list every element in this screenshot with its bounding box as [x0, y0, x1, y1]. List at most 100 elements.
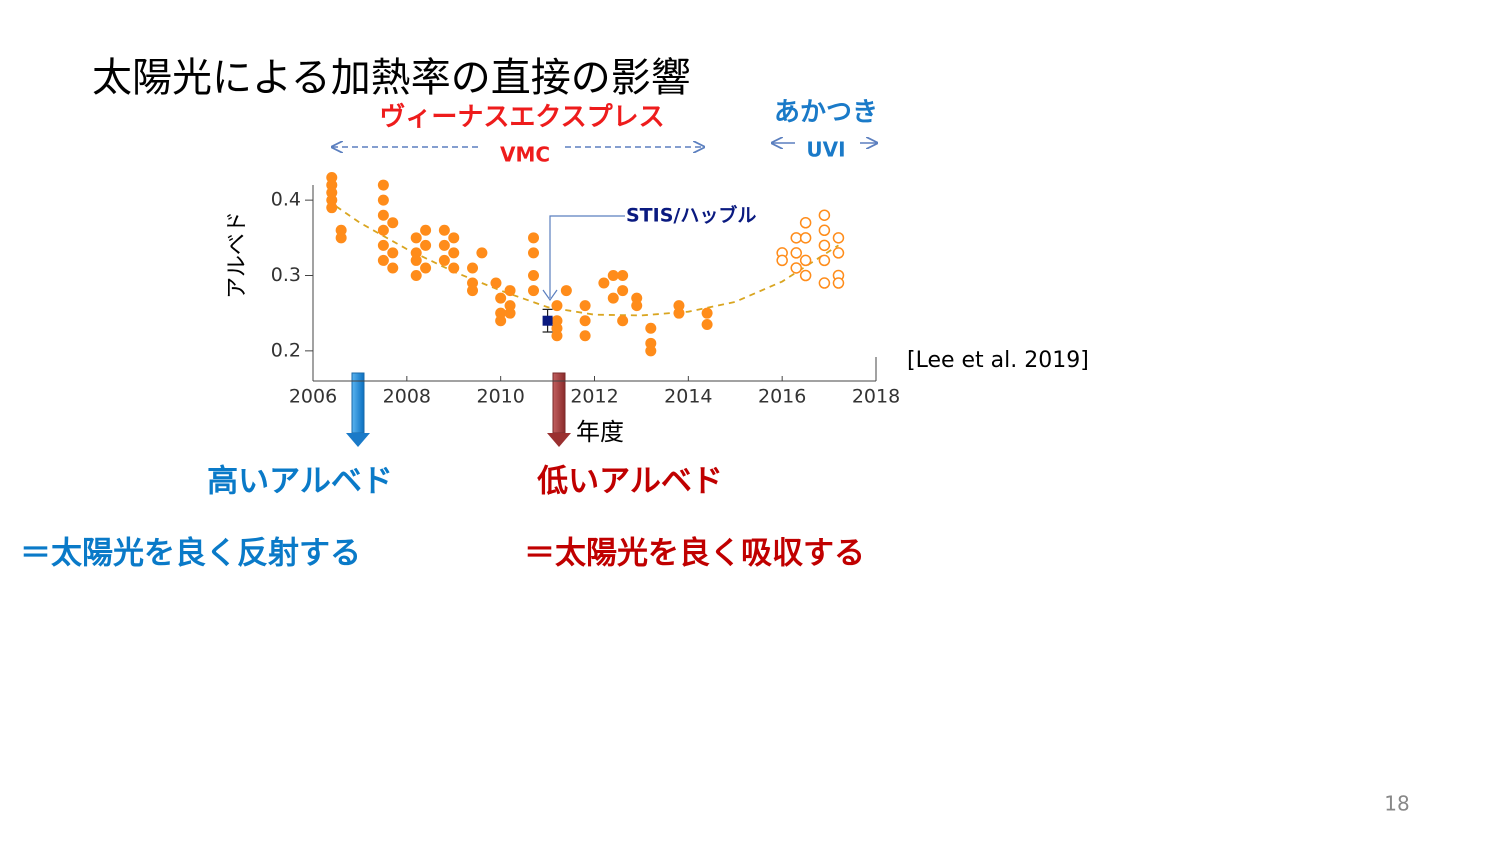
- note-detail: ＝太陽光を良く反射する: [20, 536, 361, 572]
- y-tick-label: 0.2: [271, 339, 301, 361]
- data-point: [551, 300, 563, 312]
- note-label: 高いアルベド: [207, 464, 393, 500]
- data-point: [448, 262, 460, 274]
- x-tick-label: 2014: [664, 386, 712, 408]
- data-point: [790, 247, 802, 259]
- data-point: [818, 209, 831, 221]
- x-tick-label: 2016: [758, 386, 806, 408]
- mission-label: ヴィーナスエクスプレス: [379, 102, 664, 133]
- x-axis-label: 年度: [576, 418, 624, 446]
- data-point: [504, 300, 516, 312]
- data-point: [420, 239, 432, 251]
- data-point: [818, 254, 831, 267]
- instrument-label: UVI: [806, 138, 845, 162]
- data-point: [799, 269, 812, 282]
- data-point: [799, 254, 812, 267]
- data-point: [701, 318, 713, 330]
- data-point: [607, 270, 619, 281]
- data-point: [799, 232, 812, 244]
- data-point: [551, 315, 563, 327]
- y-tick-label: 0.4: [271, 189, 301, 211]
- data-point: [542, 315, 553, 326]
- data-point: [579, 300, 591, 312]
- data-point: [326, 202, 338, 214]
- arrow: [547, 433, 571, 447]
- data-point: [410, 270, 422, 281]
- data-point: [790, 232, 802, 244]
- data-point: [326, 187, 338, 199]
- data-point: [420, 262, 432, 274]
- data-point: [598, 277, 610, 289]
- data-point: [377, 179, 389, 191]
- x-tick-label: 2018: [852, 386, 900, 408]
- data-point: [579, 315, 591, 327]
- data-point: [377, 194, 389, 206]
- data-point: [467, 277, 479, 289]
- data-point: [528, 270, 540, 281]
- data-point: [377, 224, 389, 236]
- data-point: [776, 254, 788, 267]
- data-point: [326, 172, 338, 184]
- fit-curve: [326, 199, 839, 317]
- data-point: [551, 322, 563, 334]
- data-point: [448, 232, 460, 244]
- note-label: 低いアルベド: [536, 464, 723, 500]
- data-point: [438, 239, 450, 251]
- page-number: 18: [1384, 792, 1409, 816]
- y-axis-label: アルベド: [225, 211, 250, 299]
- data-point: [560, 285, 572, 297]
- data-point: [528, 247, 540, 259]
- data-point: [410, 232, 422, 244]
- data-point: [490, 277, 502, 289]
- citation: [Lee et al. 2019]: [907, 348, 1089, 373]
- data-point: [832, 247, 845, 259]
- data-point: [335, 224, 347, 236]
- data-point: [818, 239, 831, 252]
- data-point: [377, 209, 389, 221]
- data-point: [673, 300, 685, 312]
- x-tick-label: 2008: [383, 386, 431, 408]
- instrument-label: STIS/ハッブル: [626, 204, 756, 227]
- data-point: [579, 330, 591, 342]
- data-point: [448, 247, 460, 259]
- data-point: [387, 247, 399, 259]
- data-point: [495, 315, 507, 327]
- data-point: [420, 224, 432, 236]
- data-point: [832, 277, 845, 289]
- arrow: [346, 433, 370, 447]
- data-point: [387, 262, 399, 274]
- callout-arrow: [542, 289, 558, 302]
- data-point: [504, 307, 516, 319]
- x-tick-label: 2010: [476, 386, 524, 408]
- mission-label: あかつき: [774, 98, 878, 128]
- data-point: [617, 270, 629, 281]
- callout-line: [549, 215, 625, 298]
- data-point: [410, 247, 422, 259]
- data-point: [818, 224, 831, 237]
- data-point: [799, 217, 812, 229]
- data-point: [528, 232, 540, 244]
- data-point: [673, 307, 685, 319]
- data-point: [645, 345, 657, 357]
- data-point: [645, 337, 657, 349]
- data-point: [387, 217, 399, 229]
- y-tick-label: 0.3: [271, 264, 301, 286]
- data-point: [832, 232, 845, 244]
- data-point: [528, 285, 540, 297]
- data-point: [326, 179, 338, 191]
- data-point: [495, 292, 507, 304]
- slide-title: 太陽光による加熱率の直接の影響: [92, 55, 691, 101]
- data-point: [504, 285, 516, 297]
- data-point: [551, 330, 563, 342]
- data-point: [377, 239, 389, 251]
- x-tick-label: 2012: [570, 386, 618, 408]
- data-point: [476, 247, 488, 259]
- data-point: [818, 277, 831, 289]
- instrument-label: VMC: [500, 143, 550, 167]
- data-point: [467, 262, 479, 274]
- note-detail: ＝太陽光を良く吸収する: [524, 536, 865, 572]
- data-point: [790, 262, 802, 274]
- data-point: [438, 254, 450, 266]
- data-point: [377, 254, 389, 266]
